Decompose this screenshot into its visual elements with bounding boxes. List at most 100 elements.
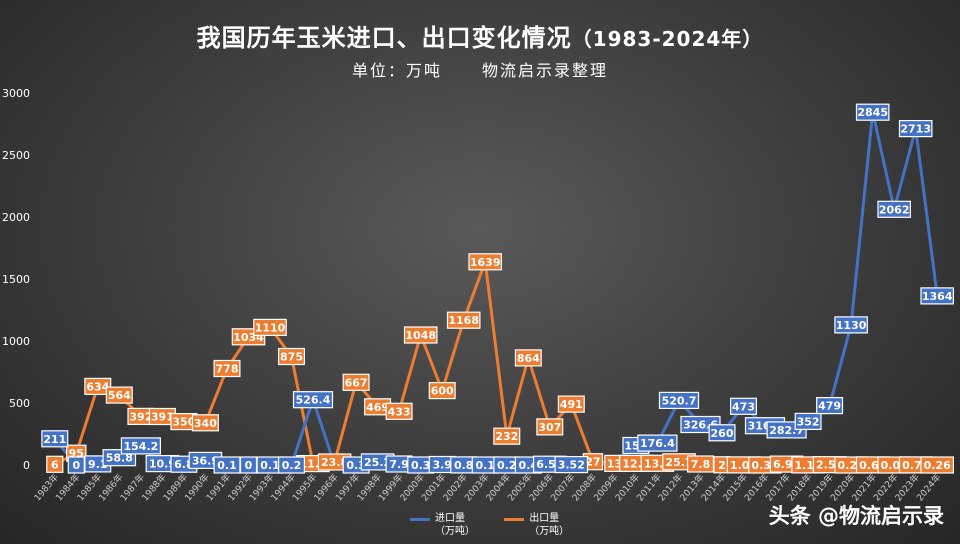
data-label-text: 0.1 [475,459,495,472]
data-label-box [794,412,822,430]
data-label-import: 0 [239,456,258,474]
data-label-text: 23.8 [321,456,348,469]
data-label-text: 0.2 [282,459,302,472]
y-tick-label: 500 [9,397,30,410]
legend-unit-import: （万吨） [435,526,475,537]
data-label-text: 154.2 [124,440,159,453]
data-label-import: 260 [708,424,736,442]
data-label-text: 10.9 [149,458,176,471]
data-label-box [493,427,521,445]
data-label-box [834,316,868,334]
data-label-box [105,386,133,404]
data-label-import: 2062 [877,200,912,218]
data-label-text: 875 [280,351,303,364]
source-label: 物流启示录整理 [482,61,609,80]
data-label-text: 564 [108,389,131,402]
data-label-box [557,395,585,413]
data-label-text: 0.1 [260,459,280,472]
data-label-text: 864 [517,352,540,365]
data-label-text: 6 [51,458,59,471]
legend-label-import: 进口量 [435,513,465,524]
data-label-text: 352 [797,415,820,428]
data-label-box [446,311,481,329]
data-label-export: 778 [213,359,241,378]
watermark: 头条 @物流启示录 [768,504,944,528]
legend-item-export: 出口量 （万吨） [504,512,569,538]
data-label-export: 1110 [253,318,287,336]
data-label-export: 491 [557,395,585,413]
data-label-text: 260 [711,427,734,440]
data-label-text: 58.8 [106,452,133,465]
data-label-box [278,347,306,366]
data-label-export: 634 [84,377,112,395]
y-tick-label: 0 [23,459,30,472]
data-label-box [403,326,438,344]
data-label-import: 211 [41,430,69,448]
data-label-box [213,359,241,378]
data-label-import: 0.3 [407,456,435,474]
data-label-text: 0 [72,459,80,472]
y-tick-label: 2000 [2,211,30,224]
data-label-text: 211 [43,433,66,446]
data-label-export: 1168 [446,311,481,329]
data-label-text: 1364 [922,290,953,303]
data-label-text: 0.8 [454,459,474,472]
data-label-text: 36.9 [192,454,219,467]
data-label-export: 1048 [403,326,438,344]
data-label-export: 600 [428,382,456,400]
data-label-export: 307 [536,418,564,436]
data-label-export: 564 [105,386,133,404]
data-label-box [920,456,955,474]
x-axis: 1983年1984年1985年1986年1987年1988年1989年1990年… [31,471,943,503]
data-label-import: 2845 [855,103,890,121]
data-label-box [428,382,456,400]
data-label-export: 864 [514,349,542,367]
data-label-box [514,349,542,367]
data-label-export: 469 [364,398,392,416]
data-label-text: 391 [151,411,174,424]
chart-title: 我国历年玉米进口、出口变化情况（1983-2024年） [196,24,764,52]
data-label-text: 7.9 [389,458,409,471]
data-label-text: 778 [216,363,239,376]
data-label-export: 340 [191,414,219,432]
data-label-text: 667 [345,376,368,389]
data-label-box [729,397,757,415]
data-label-text: 1168 [448,314,479,327]
data-label-export: 232 [493,427,521,445]
data-label-text: 2062 [879,203,910,216]
data-label-box [253,318,287,336]
data-label-box [120,437,162,455]
legend: 进口量 （万吨） 出口量 （万吨） [410,512,595,538]
data-label-box [637,434,678,452]
data-label-box [46,455,64,473]
data-label-text: 473 [732,400,755,413]
data-label-box [920,287,955,305]
data-label-box [342,373,370,391]
data-label-export: 875 [278,347,306,366]
data-label-text: 1130 [836,319,867,332]
data-label-box [84,377,112,395]
data-label-box [898,119,933,138]
legend-item-import: 进口量 （万吨） [410,512,475,538]
y-tick-label: 1000 [2,335,30,348]
data-label-import: 352 [794,412,822,430]
legend-unit-export: （万吨） [529,526,570,537]
data-label-import: 473 [729,397,757,415]
unit-label: 单位：万吨 [351,61,442,80]
data-label-export: 6 [46,455,64,473]
data-label-text: 479 [818,400,841,413]
data-label-import: 526.4 [292,391,334,409]
y-axis: 0 500 1000 1500 2000 2500 3000 [2,87,30,472]
data-label-export: 1639 [468,253,503,271]
data-label-import: 1130 [834,316,868,334]
data-label-export: 667 [342,373,370,391]
data-label-text: 469 [366,401,389,414]
data-label-text: 0 [245,459,253,472]
data-label-box [292,391,334,409]
y-tick-label: 3000 [2,87,30,100]
data-label-box [41,430,69,448]
legend-label-export: 出口量 [529,513,560,524]
data-label-text: 1110 [255,321,286,334]
data-label-import: 0.1 [471,456,499,474]
